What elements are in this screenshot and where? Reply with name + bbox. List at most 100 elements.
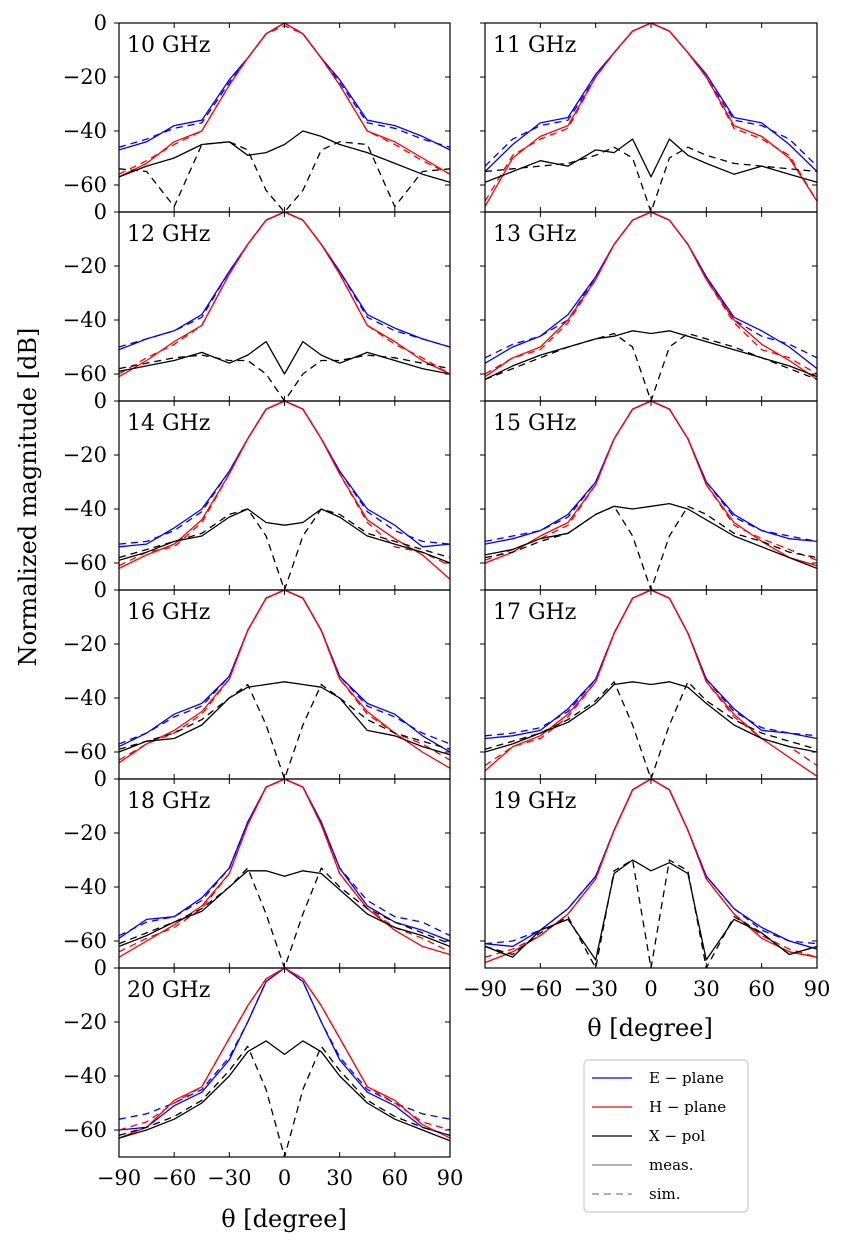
series-e-plane-sim bbox=[485, 590, 817, 737]
series-h-plane-meas bbox=[119, 968, 450, 1139]
panel-title: 15 GHz bbox=[493, 411, 576, 436]
series-x-pol-sim bbox=[485, 505, 817, 590]
x-axis-title-left: θ [degree] bbox=[221, 1205, 347, 1233]
y-tick-label: −60 bbox=[63, 362, 107, 386]
panel-title: 20 GHz bbox=[127, 978, 210, 1003]
legend-item-meas: meas. bbox=[592, 1156, 694, 1174]
panel-3: 0 −20 −40 −60 12 GHz bbox=[63, 200, 451, 402]
y-tick-label: 0 bbox=[94, 956, 107, 980]
y-tick-label: −60 bbox=[63, 551, 107, 575]
series-group bbox=[119, 779, 450, 968]
panel-4: 13 GHz bbox=[480, 211, 818, 402]
x-tick-label: 30 bbox=[326, 1166, 353, 1190]
legend-box bbox=[583, 1059, 749, 1213]
legend-label: E − plane bbox=[649, 1069, 724, 1087]
series-x-pol-meas bbox=[119, 1040, 450, 1142]
x-tick-label: 0 bbox=[644, 977, 657, 1001]
series-h-plane-meas bbox=[485, 590, 817, 777]
y-tick-label: −20 bbox=[63, 254, 107, 278]
series-e-plane-meas bbox=[119, 212, 450, 351]
series-x-pol-meas bbox=[119, 340, 450, 375]
y-tick-label: −20 bbox=[63, 65, 107, 89]
legend-label: meas. bbox=[649, 1156, 694, 1174]
panel-11: 0 −20 −40 −60 −90 −60 −30 0 30 60 90 20 GHz bbox=[63, 956, 464, 1190]
series-e-plane-meas bbox=[119, 590, 450, 753]
panel-title: 18 GHz bbox=[127, 789, 210, 814]
panel-title: 16 GHz bbox=[127, 600, 210, 625]
series-group bbox=[485, 779, 817, 968]
series-e-plane-sim bbox=[485, 401, 817, 543]
y-tick-label: −60 bbox=[63, 740, 107, 764]
panel-title: 12 GHz bbox=[127, 222, 210, 247]
y-tick-label: 0 bbox=[94, 389, 107, 413]
series-h-plane-meas bbox=[485, 401, 817, 567]
series-h-plane-meas bbox=[119, 401, 450, 580]
legend-item-h_plane: H − plane bbox=[592, 1098, 726, 1116]
legend-label: X − pol bbox=[649, 1127, 705, 1145]
series-e-plane-meas bbox=[485, 590, 817, 740]
y-tick-label: −60 bbox=[63, 173, 107, 197]
panel-title: 14 GHz bbox=[127, 411, 210, 436]
x-tick-label: 90 bbox=[437, 1166, 464, 1190]
series-x-pol-meas bbox=[119, 130, 450, 183]
series-h-plane-meas bbox=[119, 590, 450, 769]
series-x-pol-meas bbox=[119, 508, 450, 564]
x-tick-label: −30 bbox=[574, 977, 618, 1001]
panel-title: 17 GHz bbox=[493, 600, 576, 625]
series-group bbox=[119, 401, 450, 590]
y-tick-label: 0 bbox=[94, 578, 107, 602]
series-x-pol-meas bbox=[119, 681, 450, 756]
panel-title: 19 GHz bbox=[493, 789, 576, 814]
series-x-pol-sim bbox=[485, 859, 817, 968]
series-group bbox=[119, 212, 450, 401]
series-x-pol-sim bbox=[119, 683, 450, 779]
x-tick-label: −30 bbox=[207, 1166, 251, 1190]
series-group bbox=[485, 212, 817, 401]
x-tick-label: −90 bbox=[463, 977, 507, 1001]
panel-1: 0 −20 −40 −60 10 GHz bbox=[63, 11, 451, 213]
y-tick-label: −60 bbox=[63, 929, 107, 953]
y-tick-label: −20 bbox=[63, 443, 107, 467]
series-h-plane-sim bbox=[119, 779, 450, 953]
x-tick-label: 30 bbox=[693, 977, 720, 1001]
series-e-plane-sim bbox=[485, 23, 817, 167]
series-x-pol-meas bbox=[485, 681, 817, 753]
series-x-pol-sim bbox=[485, 681, 817, 779]
series-x-pol-sim bbox=[119, 508, 450, 590]
panel-9: 0 −20 −40 −60 18 GHz bbox=[63, 767, 451, 969]
x-tick-label: 90 bbox=[804, 977, 831, 1001]
panels-layer: 0 −20 −40 −60 10 GHz 11 GHz 0 −20 −40 −60 12 GHz 13… bbox=[63, 11, 831, 1190]
series-h-plane-sim bbox=[119, 590, 450, 761]
series-e-plane-meas bbox=[485, 212, 817, 370]
legend-label: sim. bbox=[649, 1185, 681, 1203]
panel-2: 11 GHz bbox=[480, 22, 818, 213]
y-tick-label: −40 bbox=[63, 875, 107, 899]
series-x-pol-meas bbox=[485, 330, 817, 380]
x-tick-label: −60 bbox=[152, 1166, 196, 1190]
legend: E − plane H − plane X − pol meas. sim. bbox=[583, 1059, 749, 1213]
series-x-pol-sim bbox=[485, 146, 817, 212]
series-e-plane-meas bbox=[485, 401, 817, 545]
series-group bbox=[485, 590, 817, 779]
y-axis-title: Normalized magnitude [dB] bbox=[14, 328, 42, 667]
legend-label: H − plane bbox=[649, 1098, 726, 1116]
y-tick-label: 0 bbox=[94, 767, 107, 791]
y-tick-label: −20 bbox=[63, 821, 107, 845]
series-x-pol-meas bbox=[485, 859, 817, 961]
series-h-plane-meas bbox=[119, 212, 450, 378]
series-h-plane-meas bbox=[119, 23, 450, 178]
series-e-plane-meas bbox=[119, 968, 450, 1137]
series-x-pol-sim bbox=[119, 354, 450, 401]
series-x-pol-sim bbox=[485, 332, 817, 401]
series-h-plane-sim bbox=[119, 212, 450, 375]
series-h-plane-sim bbox=[485, 23, 817, 202]
series-group bbox=[485, 401, 817, 590]
series-h-plane-sim bbox=[485, 212, 817, 375]
y-tick-label: −20 bbox=[63, 632, 107, 656]
series-e-plane-meas bbox=[485, 779, 817, 950]
series-h-plane-sim bbox=[485, 590, 817, 767]
y-tick-label: −20 bbox=[63, 1010, 107, 1034]
panel-8: 17 GHz bbox=[480, 589, 818, 780]
legend-item-x_pol: X − pol bbox=[592, 1127, 705, 1145]
